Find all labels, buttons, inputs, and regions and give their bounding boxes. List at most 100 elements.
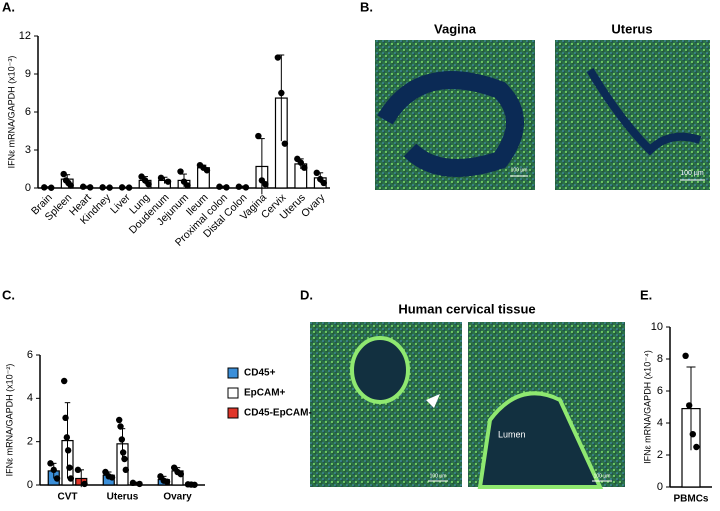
data-point (301, 165, 307, 171)
x-tick-label: PBMCs (673, 494, 708, 505)
data-point (184, 182, 190, 188)
data-point (81, 481, 87, 487)
data-point (60, 171, 66, 177)
data-point (47, 460, 53, 466)
data-point (693, 444, 699, 450)
data-point (275, 54, 281, 60)
x-tick-label: Liver (108, 191, 133, 216)
y-tick-label: 0 (657, 481, 663, 493)
data-point (164, 479, 170, 485)
data-point (262, 181, 268, 187)
data-point (682, 353, 688, 359)
data-point (321, 180, 327, 186)
data-point (119, 436, 125, 442)
data-point (145, 181, 151, 187)
y-axis-title: IFNε mRNA/GAPDH (x10⁻²) (4, 364, 14, 477)
data-point (99, 184, 105, 190)
data-point (686, 402, 692, 408)
data-point (68, 475, 74, 481)
data-point (255, 133, 261, 139)
data-point (68, 182, 74, 188)
data-point (165, 178, 171, 184)
data-point (158, 175, 164, 181)
panel-label: B. (360, 0, 373, 14)
x-tick-label: Uterus (107, 492, 139, 503)
y-tick-label: 2 (27, 436, 33, 448)
data-point (106, 184, 112, 190)
y-axis-title: IFNε mRNA/GAPDH (x10⁻³) (6, 56, 16, 169)
micrograph (555, 40, 710, 190)
legend-label: CD45-EpCAM- (244, 408, 312, 419)
data-point (66, 464, 72, 470)
y-tick-label: 6 (27, 349, 33, 361)
image-title: Human cervical tissue (398, 301, 535, 316)
data-point (204, 167, 210, 173)
y-tick-label: 8 (657, 353, 663, 365)
data-point (54, 475, 60, 481)
data-point (65, 447, 71, 453)
y-tick-label: 4 (27, 392, 33, 404)
data-point (48, 185, 54, 191)
image-title: Vagina (434, 21, 477, 36)
data-point (126, 184, 132, 190)
data-point (64, 434, 70, 440)
data-point (117, 423, 123, 429)
scale-label: 100 µm (594, 473, 611, 479)
data-point (314, 170, 320, 176)
y-tick-label: 0 (27, 479, 33, 491)
data-point (177, 168, 183, 174)
data-point (109, 474, 115, 480)
panel-label: A. (2, 0, 15, 14)
x-tick-label: CVT (58, 492, 78, 503)
y-tick-label: 4 (657, 417, 663, 429)
data-point (51, 467, 57, 473)
scale-label: 100 µm (511, 167, 528, 173)
legend-label: EpCAM+ (244, 388, 286, 399)
data-point (61, 378, 67, 384)
image-title: Uterus (611, 21, 652, 36)
data-point (282, 140, 288, 146)
data-point (116, 417, 122, 423)
data-point (41, 184, 47, 190)
data-point (119, 184, 125, 190)
data-point (223, 184, 229, 190)
y-tick-label: 6 (25, 106, 31, 118)
data-point (278, 90, 284, 96)
data-point (121, 456, 127, 462)
data-point (690, 431, 696, 437)
data-point (130, 480, 136, 486)
data-point (75, 467, 81, 473)
panel-label: D. (300, 287, 313, 302)
data-point (243, 184, 249, 190)
y-tick-label: 10 (651, 321, 663, 333)
data-point (136, 481, 142, 487)
legend-swatch (228, 408, 238, 418)
y-axis-title: IFNε mRNA/GAPDH (x10⁻⁴) (642, 350, 652, 464)
y-tick-label: 12 (19, 30, 31, 42)
y-tick-label: 0 (25, 182, 31, 194)
scale-label: 100 µm (430, 473, 447, 479)
panel-label: E. (640, 287, 652, 302)
legend-swatch (228, 368, 238, 378)
y-tick-label: 2 (657, 449, 663, 461)
data-point (216, 184, 222, 190)
legend-swatch (228, 388, 238, 398)
data-point (191, 482, 197, 488)
data-point (236, 184, 242, 190)
x-tick-label: Ovary (299, 191, 328, 220)
data-point (62, 415, 68, 421)
data-point (120, 449, 126, 455)
x-tick-label: Ovary (163, 492, 192, 503)
tissue-feature (352, 338, 408, 402)
data-point (87, 184, 93, 190)
y-tick-label: 3 (25, 144, 31, 156)
data-point (178, 471, 184, 477)
data-point (80, 184, 86, 190)
panel-label: C. (2, 287, 15, 302)
lumen-label: Lumen (498, 429, 526, 439)
y-tick-label: 9 (25, 68, 31, 80)
data-point (123, 467, 129, 473)
legend-label: CD45+ (244, 368, 276, 379)
y-tick-label: 6 (657, 385, 663, 397)
